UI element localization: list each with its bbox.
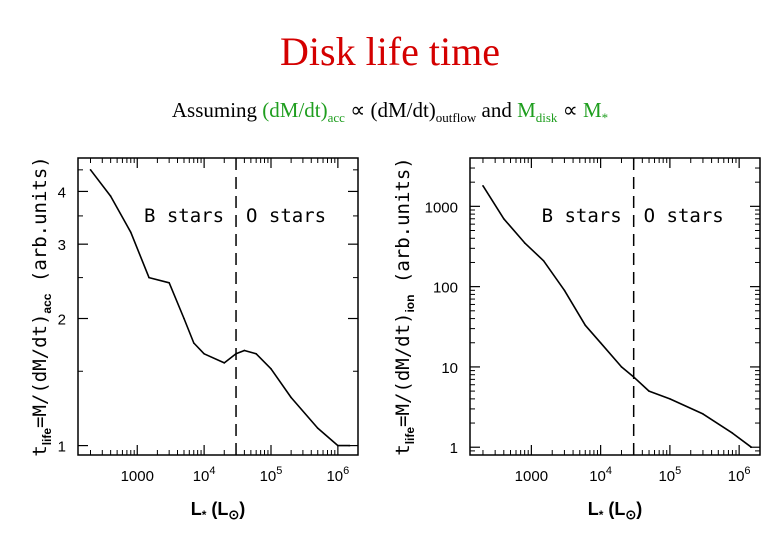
- subtitle-prop1: ∝: [344, 98, 371, 122]
- data-series-line: [482, 185, 752, 448]
- data-point: [148, 276, 150, 279]
- data-point: [235, 352, 237, 355]
- x-axis-label: L* (L⊙): [191, 499, 246, 522]
- x-tick-label: 104: [193, 465, 216, 485]
- data-point: [89, 169, 92, 171]
- y-axis-label: tlife=M/(dM/dt)ion (arb.units): [392, 157, 417, 455]
- slide-title: Disk life time: [280, 29, 500, 74]
- subtitle-mdisk: Mdisk: [517, 98, 558, 126]
- chart-right: 1000 104 105 106 1 10 100 1000 B stars O stars tli…: [392, 157, 761, 522]
- data-point: [563, 289, 566, 292]
- x-tick-label: 106: [326, 465, 349, 485]
- data-point: [109, 195, 112, 197]
- data-point: [750, 446, 753, 449]
- y-tick-label: 10: [441, 360, 458, 377]
- y-tick-label: 100: [433, 280, 458, 297]
- y-tick-label: 2: [58, 312, 66, 329]
- x-tick-label: 106: [728, 465, 751, 485]
- data-point: [223, 362, 226, 364]
- x-tick-label: 1000: [515, 468, 548, 485]
- y-tick-label: 1: [450, 440, 458, 457]
- data-point: [632, 376, 635, 378]
- annotation-b-stars: B stars: [542, 205, 622, 227]
- data-point: [337, 444, 339, 447]
- data-point: [243, 349, 246, 352]
- data-point: [183, 317, 185, 320]
- data-point: [203, 352, 205, 355]
- subtitle-prop2: ∝: [557, 98, 583, 122]
- data-point: [523, 242, 526, 244]
- data-point: [270, 368, 272, 370]
- subtitle-acc-term: (dM/dt)acc: [262, 98, 345, 126]
- plot-frame: [469, 157, 761, 456]
- data-point: [129, 231, 132, 234]
- y-tick-label: 3: [58, 237, 66, 254]
- data-point: [290, 396, 292, 399]
- data-point: [316, 427, 319, 429]
- data-point: [584, 324, 587, 327]
- annotation-b-stars: B stars: [144, 205, 224, 227]
- subtitle: Assuming (dM/dt)acc ∝ (dM/dt)outflow and…: [0, 98, 780, 126]
- subtitle-outflow-term: (dM/dt)outflow: [370, 98, 477, 126]
- data-point: [192, 342, 195, 344]
- plot-frame: [77, 157, 359, 456]
- data-point: [482, 185, 484, 187]
- x-tick-label: 105: [658, 465, 681, 485]
- subtitle-and: and: [476, 98, 518, 122]
- data-point: [599, 341, 602, 344]
- x-tick-label: 1000: [121, 468, 154, 485]
- data-point: [168, 282, 170, 284]
- subtitle-prefix: Assuming: [171, 98, 263, 122]
- y-tick-label: 1000: [425, 199, 458, 216]
- data-point: [620, 366, 623, 368]
- y-axis-label: tlife=M/(dM/dt)acc (arb.units): [29, 156, 54, 457]
- data-point: [669, 398, 671, 400]
- x-tick-label: 104: [589, 465, 612, 485]
- data-point: [648, 390, 650, 392]
- x-axis-label: L* (L⊙): [588, 499, 643, 522]
- chart-left: 1000 104 105 106 1 2 3 4 B stars O stars tlife=M/(…: [29, 156, 359, 522]
- data-point: [348, 444, 351, 447]
- data-point: [255, 352, 257, 355]
- data-point: [542, 259, 545, 262]
- x-tick-label: 105: [260, 465, 283, 485]
- data-point: [503, 217, 505, 220]
- y-tick-label: 1: [58, 439, 66, 456]
- subtitle-mstar: M*: [582, 98, 609, 126]
- annotation-o-stars: O stars: [246, 205, 326, 227]
- y-tick-label: 4: [58, 184, 66, 201]
- data-point: [731, 432, 734, 434]
- annotation-o-stars: O stars: [644, 205, 724, 227]
- data-point: [702, 413, 704, 415]
